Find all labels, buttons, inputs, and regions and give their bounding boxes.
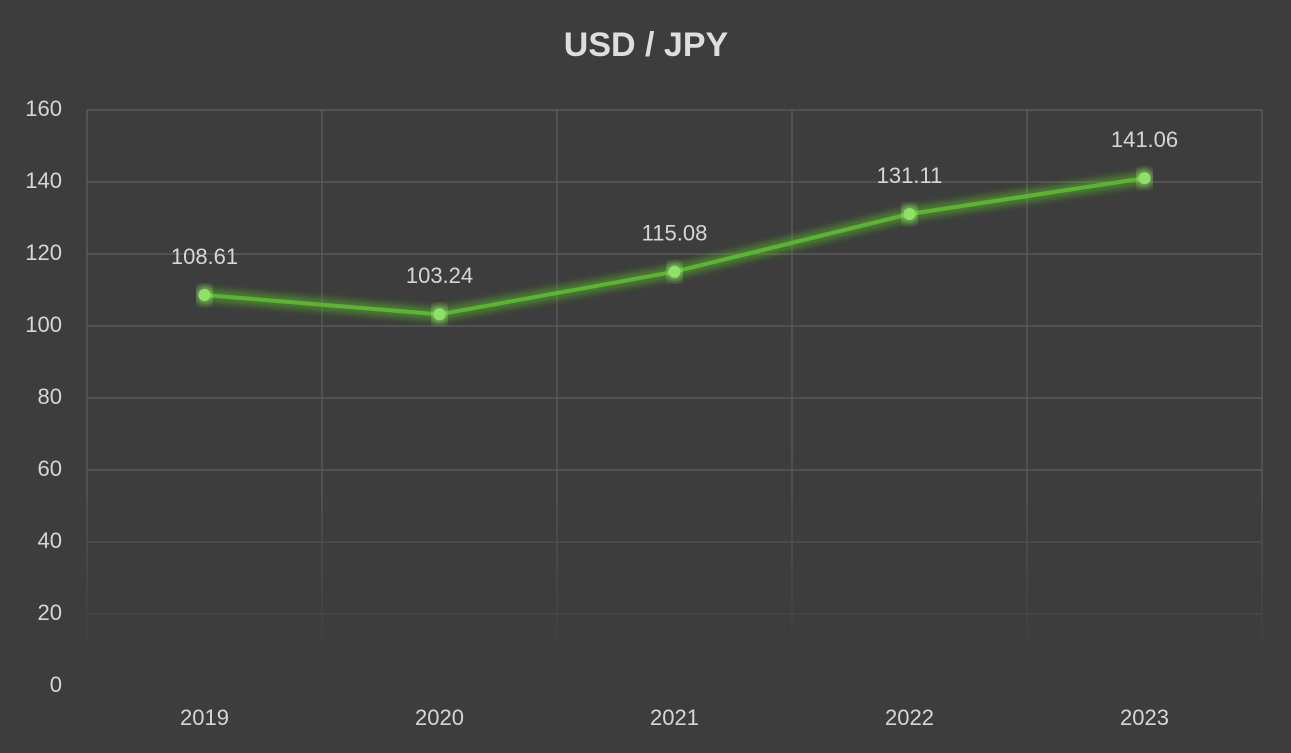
- point: [198, 289, 211, 302]
- value-label: 141.06: [1111, 127, 1178, 152]
- y-tick-label: 140: [25, 168, 62, 193]
- x-tick-label: 2019: [180, 705, 229, 730]
- y-tick-label: 40: [38, 528, 62, 553]
- y-tick-label: 60: [38, 456, 62, 481]
- point: [903, 208, 916, 221]
- value-label: 103.24: [406, 263, 473, 288]
- value-label: 115.08: [642, 221, 708, 246]
- point: [668, 265, 681, 278]
- y-tick-label: 100: [25, 312, 62, 337]
- value-label: 108.61: [171, 244, 238, 269]
- x-tick-label: 2021: [650, 705, 699, 730]
- y-tick-label: 20: [38, 600, 62, 625]
- y-tick-label: 0: [50, 672, 62, 697]
- x-tick-label: 2023: [1120, 705, 1169, 730]
- point: [1138, 172, 1151, 185]
- point: [433, 308, 446, 321]
- y-tick-label: 120: [25, 240, 62, 265]
- value-label: 131.11: [877, 163, 943, 188]
- x-tick-label: 2020: [415, 705, 464, 730]
- chart-title: USD / JPY: [564, 26, 729, 64]
- x-tick-label: 2022: [885, 705, 934, 730]
- y-tick-label: 160: [25, 96, 62, 121]
- y-tick-label: 80: [38, 384, 62, 409]
